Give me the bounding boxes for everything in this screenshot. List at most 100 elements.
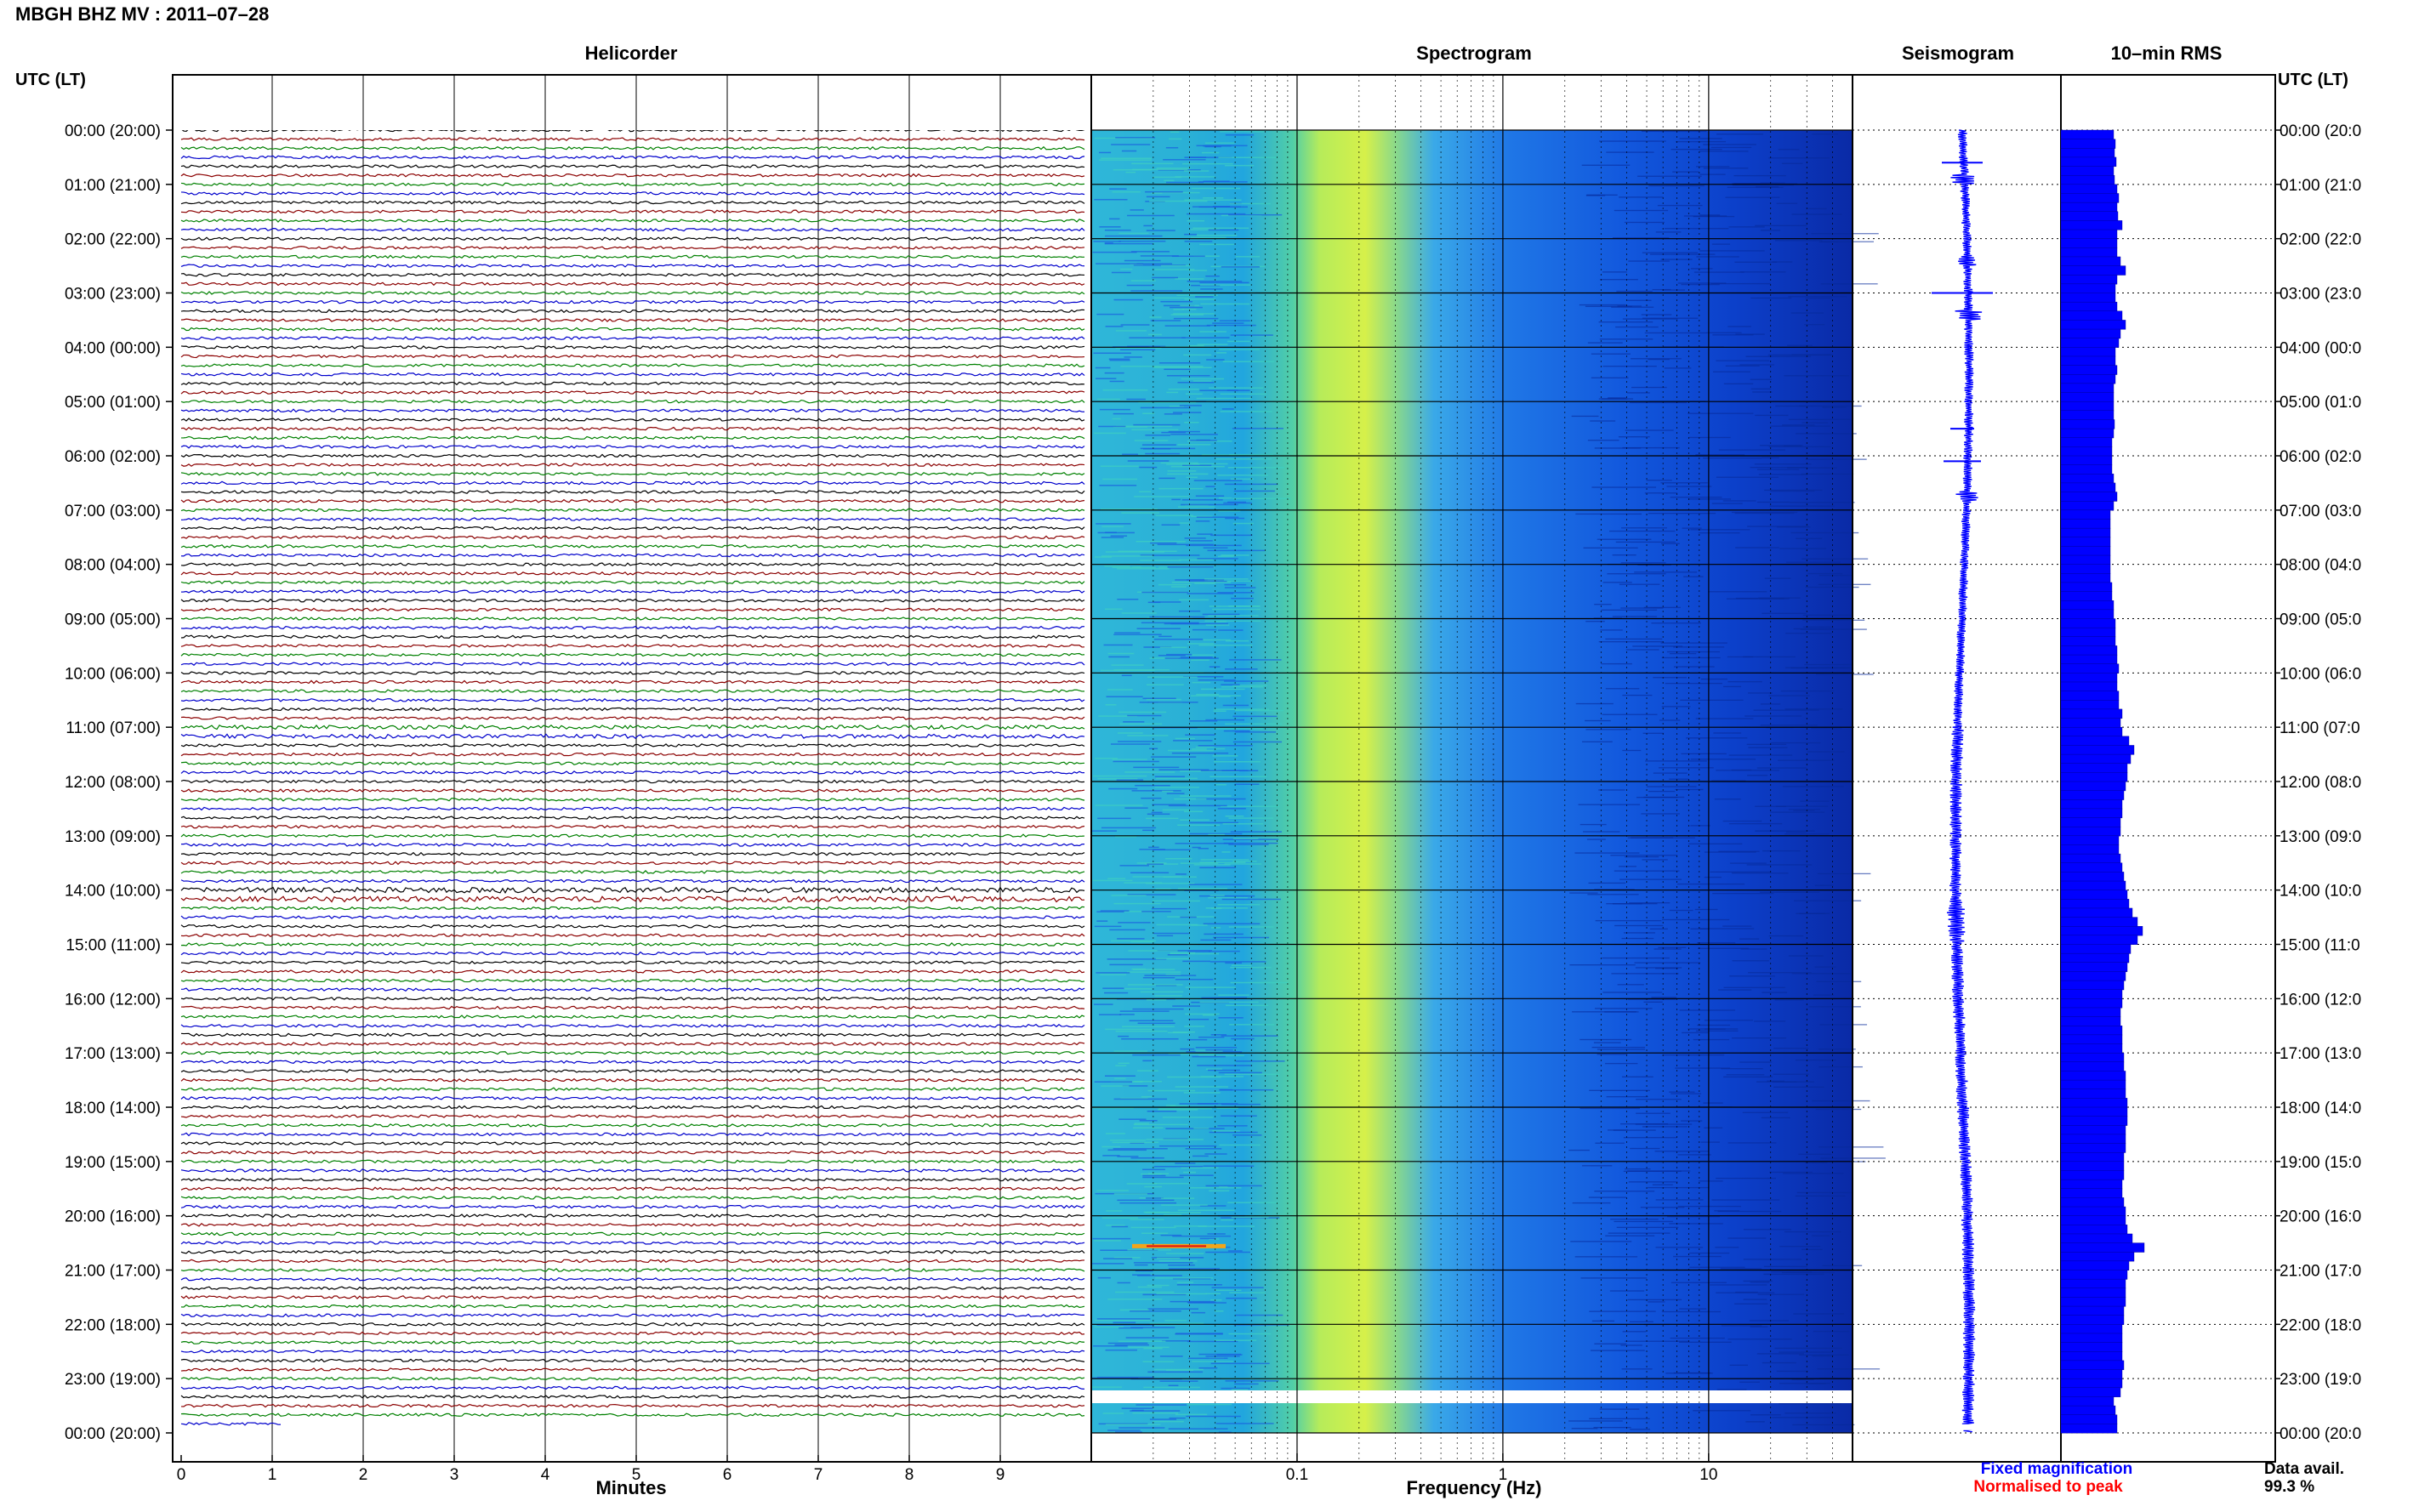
spectrogram-streak bbox=[1146, 999, 1167, 1001]
helicorder-trace-row bbox=[180, 1005, 1085, 1010]
spectrogram-streak bbox=[1214, 728, 1263, 730]
spectrogram-streak bbox=[1139, 466, 1158, 469]
minute-tick-label: 5 bbox=[632, 1466, 641, 1484]
spectrogram-streak bbox=[1641, 314, 1672, 315]
spectrogram-streak bbox=[1693, 1410, 1751, 1412]
spectrogram-streak bbox=[1149, 657, 1179, 659]
spectrogram-streak bbox=[1184, 422, 1199, 423]
spectrogram-streak bbox=[1113, 1193, 1147, 1195]
spectrogram-streak bbox=[1162, 809, 1189, 811]
spectrogram-streak bbox=[1127, 460, 1170, 462]
spectrogram-streak bbox=[1137, 1275, 1182, 1276]
rms-bar bbox=[2060, 1324, 2123, 1334]
spectrogram-streak bbox=[1710, 871, 1771, 873]
spectrogram-streak bbox=[1215, 1289, 1242, 1292]
helicorder-trace-row bbox=[180, 1413, 1085, 1418]
spectrogram-streak bbox=[1167, 470, 1197, 472]
spectrogram-streak bbox=[1203, 923, 1261, 925]
helicorder-trace-row bbox=[180, 264, 1085, 269]
spectrogram-streak bbox=[1184, 1026, 1205, 1027]
time-tick-label: 06:00 (02:0 bbox=[2280, 448, 2361, 466]
rms-bar bbox=[2060, 1106, 2128, 1117]
rms-bar bbox=[2060, 700, 2120, 710]
spectrogram-streak bbox=[1192, 463, 1228, 465]
spectrogram-streak bbox=[1134, 1264, 1148, 1266]
spectrogram-streak bbox=[1101, 1085, 1130, 1087]
spectrogram-streak bbox=[1115, 137, 1156, 139]
spectrogram-streak bbox=[1162, 790, 1174, 793]
rms-bar bbox=[2060, 645, 2118, 656]
spectrogram-streak bbox=[1712, 892, 1774, 895]
helicorder-trace-row bbox=[180, 1015, 1085, 1019]
spectrogram-streak bbox=[1154, 995, 1182, 997]
spectrogram-streak bbox=[1629, 401, 1688, 404]
spectrogram-streak bbox=[1805, 1162, 1828, 1163]
spectrogram-streak bbox=[1119, 1010, 1170, 1012]
helicorder-trace-row bbox=[180, 471, 1085, 476]
spectrogram-streak bbox=[1118, 1427, 1165, 1429]
spectrogram-streak bbox=[1817, 1368, 1881, 1370]
spectrogram-streak bbox=[1710, 1284, 1767, 1286]
spectrogram-streak bbox=[1153, 849, 1191, 851]
spectrogram-streak bbox=[1235, 1060, 1285, 1062]
spectrogram-streak bbox=[1622, 1331, 1647, 1333]
spectrogram-streak bbox=[1153, 1183, 1190, 1185]
spectrogram-streak bbox=[1770, 811, 1825, 813]
spectrogram-streak bbox=[1199, 331, 1227, 333]
spectrogram-streak bbox=[1096, 378, 1117, 379]
spectrogram-streak bbox=[1171, 255, 1205, 258]
time-tick-label: 00:00 (20:00) bbox=[65, 122, 161, 140]
spectrogram-streak bbox=[1652, 288, 1671, 291]
spectrogram-streak bbox=[1170, 131, 1180, 134]
spectrogram-streak bbox=[1619, 866, 1637, 867]
rms-bar bbox=[2060, 753, 2132, 765]
spectrogram-streak bbox=[1223, 730, 1250, 732]
spectrogram-streak bbox=[1699, 173, 1726, 175]
spectrogram-streak bbox=[1192, 1361, 1234, 1362]
spectrogram-streak bbox=[1177, 888, 1227, 890]
spectrogram-streak bbox=[1168, 1264, 1195, 1266]
spectrogram-streak bbox=[1108, 656, 1130, 658]
spectrogram-streak bbox=[1140, 560, 1181, 561]
helicorder-trace-row bbox=[180, 227, 1085, 232]
spectrogram-streak bbox=[1569, 892, 1598, 894]
spectrogram-streak bbox=[1133, 423, 1181, 426]
spectrogram-streak bbox=[1235, 1314, 1283, 1316]
time-tick-label: 22:00 (18:00) bbox=[65, 1316, 161, 1334]
left-time-ticks: 00:00 (20:00)01:00 (21:00)02:00 (22:00)0… bbox=[65, 122, 173, 1443]
spectrogram-streak bbox=[1101, 555, 1153, 557]
rms-bar bbox=[2060, 148, 2115, 158]
spectrogram-streak bbox=[1790, 312, 1824, 314]
spectrogram-streak bbox=[1784, 833, 1830, 835]
spectrogram-streak bbox=[1234, 1383, 1259, 1385]
spectrogram-streak bbox=[1190, 540, 1213, 542]
spectrogram-streak bbox=[1220, 131, 1265, 133]
rms-bar bbox=[2060, 1260, 2130, 1270]
spectrogram-streak bbox=[1582, 1165, 1613, 1167]
spectrogram-streak bbox=[1232, 861, 1257, 862]
rms-bar bbox=[2060, 890, 2128, 900]
spectrogram-streak bbox=[1695, 454, 1745, 456]
helicorder-trace-row bbox=[180, 851, 1085, 856]
helicorder-trace-row bbox=[180, 969, 1085, 974]
spectrogram-streak bbox=[1716, 1389, 1747, 1390]
helicorder-trace-row bbox=[180, 281, 1085, 287]
spectrogram-streak bbox=[1199, 243, 1234, 246]
data-availability-label: Data avail. bbox=[2264, 1460, 2344, 1478]
spectrogram-streak bbox=[1172, 1031, 1195, 1033]
spectrogram-streak bbox=[1232, 715, 1278, 718]
spectrogram-streak bbox=[1637, 564, 1671, 566]
spectrogram-streak bbox=[1197, 1065, 1252, 1066]
spectrogram-streak bbox=[1698, 532, 1740, 534]
spectrogram-streak bbox=[1718, 850, 1760, 852]
spectrogram-streak bbox=[1158, 477, 1175, 480]
spectrogram-streak bbox=[1208, 615, 1259, 617]
spectrogram-streak bbox=[1113, 1050, 1148, 1052]
spectrogram-streak bbox=[1182, 162, 1233, 165]
spectrogram-streak bbox=[1118, 1340, 1166, 1342]
spectrogram-streak bbox=[1758, 474, 1807, 475]
rms-bar bbox=[2060, 835, 2120, 845]
spectrogram-streak bbox=[1166, 1253, 1204, 1254]
spectrogram-streak bbox=[1165, 1105, 1176, 1106]
spectrogram-streak bbox=[1094, 1319, 1151, 1322]
